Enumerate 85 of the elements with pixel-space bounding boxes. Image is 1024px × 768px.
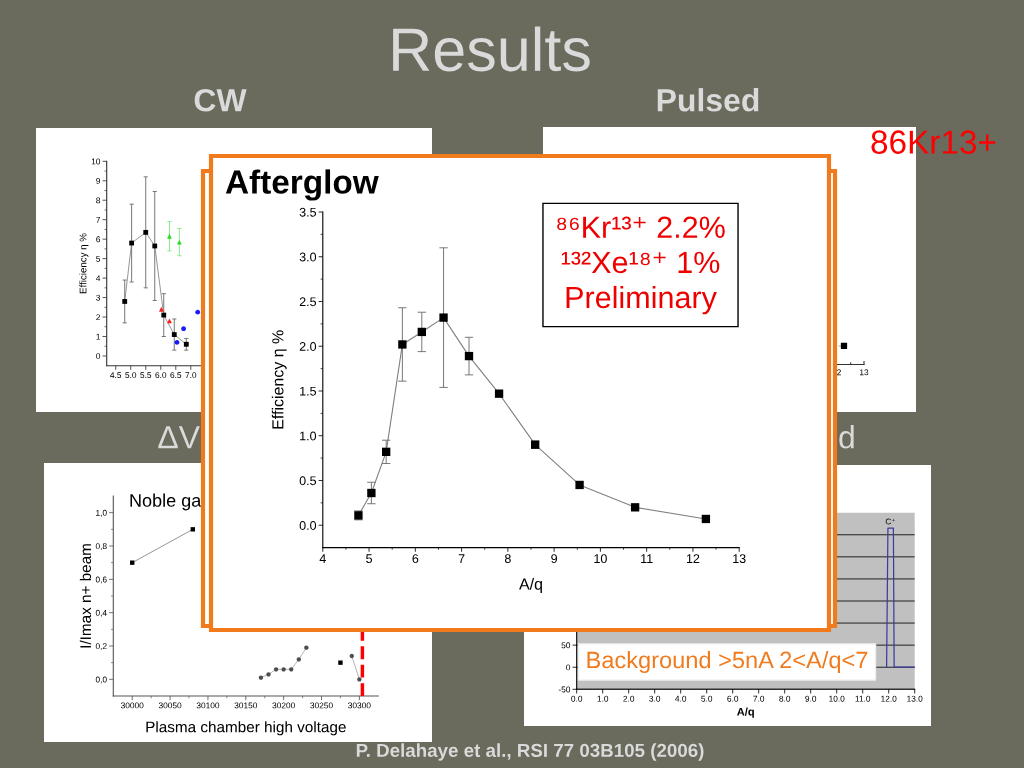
y-tick-label: 2.5 <box>299 297 317 307</box>
annotation: ¹³²Xe¹⁸⁺ 1% <box>561 251 720 274</box>
y-tick-label: 1,0 <box>96 509 107 517</box>
y-tick-label: 3.5 <box>299 207 317 217</box>
x-tick-label: 13 <box>733 554 746 564</box>
y-tick-label: 2 <box>96 314 101 321</box>
annotation: ⁸⁶Kr¹³⁺ 2.2% <box>557 216 725 238</box>
x-tick-label: 7.0 <box>753 695 765 702</box>
text: Pulsed <box>657 88 759 112</box>
x-axis-title: A/q <box>737 707 754 718</box>
y-tick-label: 0.0 <box>299 521 317 530</box>
x-tick-label: 11.0 <box>855 695 871 702</box>
annotation: Preliminary <box>566 285 717 315</box>
y-axis-title: Efficiency η % <box>271 330 287 429</box>
annotation: C⁺ <box>885 518 896 525</box>
x-tick-label: 6.0 <box>727 695 739 702</box>
y-tick-label: 6 <box>96 236 101 243</box>
chart-title: ΔV <box>158 426 200 449</box>
chart-title: CW <box>194 88 247 112</box>
x-tick-label: 5.0 <box>125 372 137 379</box>
x-tick-label: 6.0 <box>155 372 167 379</box>
x-tick-label: 30000 <box>120 702 144 709</box>
annotation: Background >5nA 2<A/q<7 <box>587 650 868 673</box>
y-tick-label: 0.5 <box>299 476 317 486</box>
x-tick-label: 10 <box>594 554 607 564</box>
y-tick-label: 0 <box>566 664 571 671</box>
text: 2 <box>837 369 841 376</box>
y-tick-label: 0,4 <box>95 609 107 617</box>
x-tick-label: 5.0 <box>701 695 713 702</box>
x-tick-label: 30250 <box>310 702 333 709</box>
x-tick-label: 13.0 <box>907 695 923 702</box>
x-tick-label: 30150 <box>234 702 258 709</box>
chart-title: d <box>839 425 854 449</box>
y-tick-label: 1.5 <box>300 386 317 396</box>
x-tick-label: 12.0 <box>881 695 897 702</box>
x-tick-label: 8 <box>504 554 511 564</box>
y-tick-label: 0,2 <box>95 643 107 651</box>
x-tick-label: 5.5 <box>140 372 152 379</box>
x-tick-label: 7 <box>458 554 465 563</box>
x-tick-label: 1.0 <box>597 695 609 702</box>
y-tick-label: 10 <box>91 158 101 165</box>
y-tick-label: 0,0 <box>95 676 107 684</box>
chart-title: Afterglow <box>225 169 379 201</box>
x-tick-label: 5 <box>366 554 373 564</box>
y-tick-label: 5 <box>96 255 101 262</box>
y-tick-label: 50 <box>561 642 571 649</box>
x-tick-label: 10.0 <box>829 695 845 702</box>
y-tick-label: 1.0 <box>300 431 317 441</box>
y-tick-label: 4 <box>96 275 101 282</box>
y-axis-title: Efficiency η % <box>79 233 89 294</box>
x-tick-label: 9 <box>551 554 558 564</box>
y-tick-label: 8 <box>96 197 101 204</box>
y-tick-label: 0 <box>96 353 101 360</box>
y-tick-label: 1 <box>96 333 101 340</box>
x-axis-title: Plasma chamber high voltage <box>146 721 346 736</box>
y-tick-label: 7 <box>96 216 101 223</box>
x-tick-label: 4.0 <box>675 695 687 702</box>
annotation: Noble ga <box>130 493 202 511</box>
x-tick-label: 30200 <box>272 702 295 709</box>
x-tick-label: 6.5 <box>170 372 182 379</box>
text: P. Delahaye et al., RSI 77 03B105 (2006) <box>356 743 704 761</box>
x-tick-label: 4.5 <box>110 372 122 379</box>
x-tick-label: 0.0 <box>571 695 583 702</box>
x-axis-title: A/q <box>519 578 542 593</box>
y-axis-title: I/Imax n+ beam <box>79 544 92 648</box>
x-tick-label: 9.0 <box>805 695 817 702</box>
y-tick-label: -50 <box>558 686 571 693</box>
y-tick-label: 3.0 <box>299 252 317 262</box>
x-tick-label: 12 <box>686 554 700 563</box>
x-tick-label: 30050 <box>158 702 182 709</box>
y-tick-label: 0,8 <box>95 543 107 551</box>
x-tick-label: 2.0 <box>623 695 635 702</box>
x-tick-label: 8.0 <box>779 695 791 702</box>
x-tick-label: 30100 <box>196 702 220 709</box>
y-tick-label: 2.0 <box>299 342 317 351</box>
y-tick-label: 9 <box>96 177 101 184</box>
y-tick-label: 3 <box>96 294 101 301</box>
x-tick-label: 3.0 <box>649 695 661 702</box>
x-tick-label: 4 <box>319 554 326 563</box>
x-tick-label: 6 <box>412 554 419 564</box>
x-tick-label: 30300 <box>348 702 371 709</box>
x-tick-label: 7.0 <box>185 372 197 379</box>
y-tick-label: 0,6 <box>95 576 107 584</box>
x-tick-label: 11 <box>641 554 653 563</box>
text: Results <box>393 26 590 72</box>
